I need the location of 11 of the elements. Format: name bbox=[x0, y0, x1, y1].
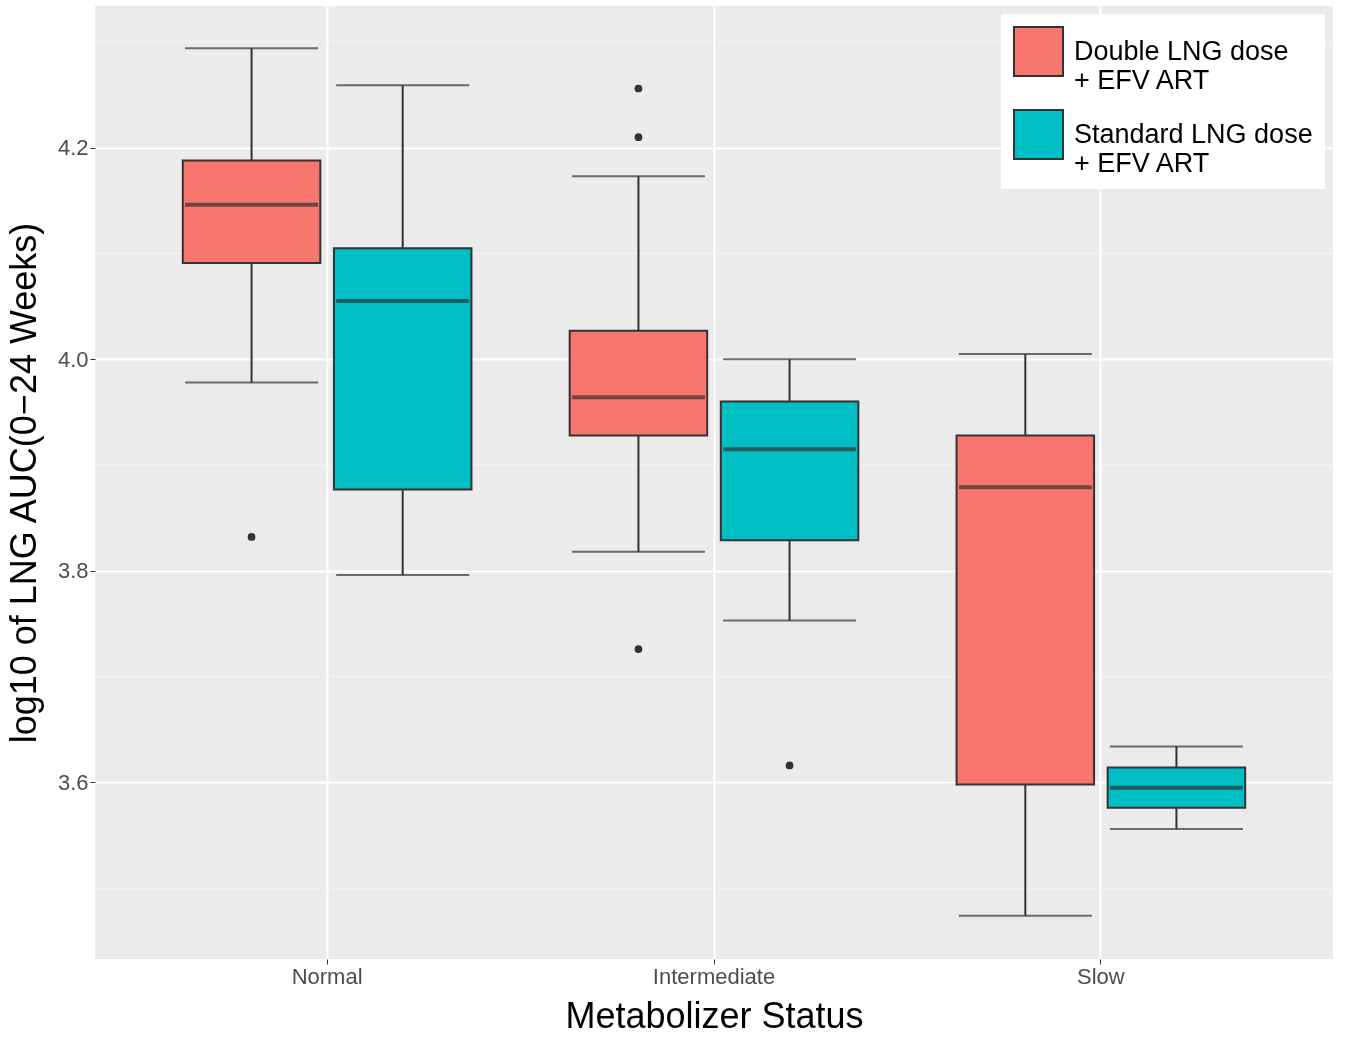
y-axis-title: log10 of LNG AUC(0−24 Weeks) bbox=[2, 222, 44, 744]
legend-label: Standard LNG dose + EFV ART bbox=[1074, 118, 1313, 178]
x-tick-label: Intermediate bbox=[652, 963, 776, 989]
x-tick-label: Slow bbox=[1077, 963, 1125, 989]
x-axis-title: Metabolizer Status bbox=[565, 994, 864, 1036]
y-tick-label: 3.8 bbox=[57, 558, 89, 584]
y-tick-label: 3.6 bbox=[57, 769, 89, 795]
legend-label: Double LNG dose + EFV ART bbox=[1074, 35, 1289, 95]
x-tick-label: Normal bbox=[291, 963, 363, 989]
y-tick-label: 4.0 bbox=[57, 346, 89, 372]
y-tick-label: 4.2 bbox=[57, 135, 89, 161]
